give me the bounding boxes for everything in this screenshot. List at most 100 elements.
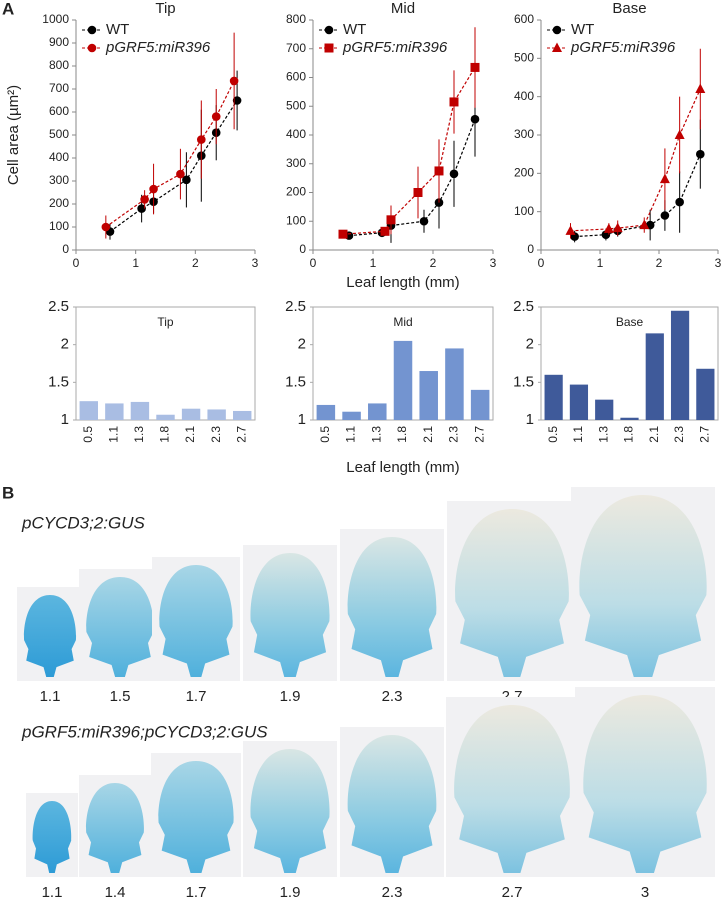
bar xyxy=(696,368,715,420)
y-tick-label: 1 xyxy=(526,411,534,428)
bar xyxy=(156,414,175,420)
x-tick-label: 1.1 xyxy=(571,426,585,443)
bar xyxy=(342,411,361,420)
marker xyxy=(696,149,705,159)
x-tick-label: 0.5 xyxy=(318,426,332,443)
y-tick-label: 900 xyxy=(49,35,69,49)
series-line xyxy=(342,67,476,235)
bar xyxy=(181,408,201,420)
bar xyxy=(620,417,639,420)
x-tick-label: 0.5 xyxy=(81,426,95,443)
bar xyxy=(207,409,226,420)
leaf-length-label: 1.1 xyxy=(40,688,61,705)
bar xyxy=(233,410,252,420)
marker xyxy=(386,215,396,225)
legend-marker xyxy=(324,43,334,53)
leaf-image xyxy=(86,577,154,677)
marker xyxy=(176,169,185,179)
x-tick-label: 2 xyxy=(656,256,663,270)
y-tick-label: 2 xyxy=(298,336,306,353)
marker xyxy=(674,129,685,139)
y-tick-label: 0 xyxy=(527,242,534,256)
y-tick-label: 1000 xyxy=(42,12,69,26)
bar xyxy=(130,401,150,420)
y-tick-label: 2.5 xyxy=(285,298,306,315)
leaf-image xyxy=(347,735,437,873)
y-tick-label: 400 xyxy=(49,150,69,164)
legend-label: WT xyxy=(571,21,594,38)
x-tick-label: 2.3 xyxy=(447,426,461,443)
y-tick-label: 400 xyxy=(286,127,306,141)
y-tick-label: 1 xyxy=(61,411,69,428)
series-line xyxy=(574,153,701,238)
leaf-image xyxy=(579,495,707,677)
leaf-image xyxy=(455,509,569,677)
x-tick-label: 2.3 xyxy=(672,426,686,443)
x-tick-label: 0 xyxy=(73,256,80,270)
x-tick-label: 2.7 xyxy=(472,426,486,443)
bar xyxy=(79,401,98,420)
x-tick-label: 3 xyxy=(490,256,497,270)
marker xyxy=(229,76,239,86)
x-tick-label: 1 xyxy=(597,256,604,270)
x-axis-label: Leaf length (mm) xyxy=(346,459,459,476)
legend-marker xyxy=(87,25,97,35)
x-tick-label: 2.7 xyxy=(698,426,712,443)
legend-label: pGRF5:miR396 xyxy=(570,39,676,56)
marker xyxy=(660,211,670,220)
y-tick-label: 300 xyxy=(286,156,306,170)
marker xyxy=(232,96,242,105)
marker xyxy=(659,173,670,184)
chart-title: Base xyxy=(612,0,646,17)
y-tick-label: 100 xyxy=(49,219,69,233)
y-tick-label: 2.5 xyxy=(48,298,69,315)
legend-label: pGRF5:miR396 xyxy=(105,39,211,56)
legend-marker xyxy=(552,42,562,52)
bar xyxy=(569,384,589,420)
marker xyxy=(565,225,576,235)
leaf-image xyxy=(250,749,330,873)
y-tick-label: 200 xyxy=(286,185,306,199)
marker xyxy=(149,184,158,194)
leaf-image xyxy=(86,783,144,873)
marker xyxy=(603,223,614,233)
x-tick-label: 1.8 xyxy=(395,426,409,443)
leaf-length-label: 1.9 xyxy=(280,688,301,705)
series-line xyxy=(105,80,235,228)
y-tick-label: 600 xyxy=(514,12,534,26)
chart-title: Mid xyxy=(393,315,412,329)
marker xyxy=(612,222,623,233)
series-line xyxy=(570,88,701,232)
leaf-image xyxy=(583,695,707,873)
x-tick-label: 2.3 xyxy=(209,426,223,443)
leaf-image xyxy=(454,705,570,873)
y-tick-label: 500 xyxy=(49,127,69,141)
chart-title: Mid xyxy=(391,0,415,17)
x-axis-label: Leaf length (mm) xyxy=(346,274,459,291)
legend-label: WT xyxy=(106,21,129,38)
y-tick-label: 0 xyxy=(299,242,306,256)
y-tick-label: 1.5 xyxy=(48,373,69,390)
x-tick-label: 2.7 xyxy=(234,426,248,443)
row-title: pCYCD3;2:GUS xyxy=(21,513,145,532)
bar xyxy=(316,404,336,420)
marker xyxy=(434,166,444,176)
chart-title: Tip xyxy=(155,0,175,17)
y-tick-label: 400 xyxy=(514,89,534,103)
x-tick-label: 0 xyxy=(310,256,317,270)
legend-marker xyxy=(552,25,562,35)
marker xyxy=(675,197,684,207)
marker xyxy=(695,83,706,93)
y-tick-label: 200 xyxy=(49,196,69,210)
y-tick-label: 500 xyxy=(286,98,306,112)
bar xyxy=(544,374,563,420)
x-tick-label: 2 xyxy=(430,256,437,270)
x-tick-label: 2.1 xyxy=(421,426,435,443)
x-tick-label: 0.5 xyxy=(546,426,560,443)
y-tick-label: 100 xyxy=(514,204,534,218)
leaf-length-label: 1.7 xyxy=(186,688,207,705)
bar xyxy=(445,348,464,420)
row-title: pGRF5:miR396;pCYCD3;2:GUS xyxy=(21,722,268,741)
x-tick-label: 1.3 xyxy=(132,426,146,443)
